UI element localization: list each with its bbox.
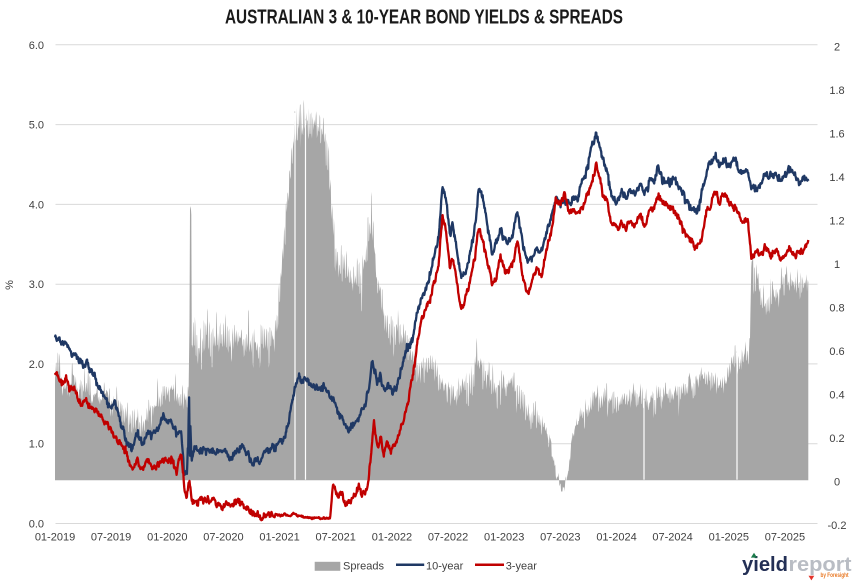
svg-text:07-2020: 07-2020 — [203, 532, 243, 544]
svg-text:1.0: 1.0 — [29, 439, 44, 451]
svg-text:2: 2 — [834, 42, 840, 54]
svg-text:0.0: 0.0 — [29, 519, 44, 531]
svg-text:0.2: 0.2 — [829, 433, 844, 445]
svg-text:1.2: 1.2 — [829, 216, 844, 228]
svg-text:%: % — [4, 280, 16, 290]
svg-text:0: 0 — [834, 477, 840, 489]
svg-text:yield: yield — [742, 553, 788, 576]
svg-text:01-2023: 01-2023 — [484, 532, 524, 544]
svg-text:07-2024: 07-2024 — [652, 532, 692, 544]
svg-text:07-2025: 07-2025 — [765, 532, 805, 544]
svg-text:Spreads: Spreads — [343, 560, 384, 572]
svg-text:3.0: 3.0 — [29, 279, 44, 291]
svg-text:0.8: 0.8 — [829, 303, 844, 315]
svg-text:01-2020: 01-2020 — [147, 532, 187, 544]
svg-text:3-year: 3-year — [506, 560, 538, 572]
svg-text:AUSTRALIAN 3 & 10-YEAR BOND YI: AUSTRALIAN 3 & 10-YEAR BOND YIELDS & SPR… — [225, 7, 623, 29]
svg-text:4.0: 4.0 — [29, 199, 44, 211]
svg-text:1.4: 1.4 — [829, 172, 844, 184]
svg-text:report: report — [789, 553, 852, 576]
svg-text:0.6: 0.6 — [829, 346, 844, 358]
svg-text:1.6: 1.6 — [829, 129, 844, 141]
svg-text:07-2023: 07-2023 — [540, 532, 580, 544]
svg-text:01-2021: 01-2021 — [259, 532, 299, 544]
svg-text:07-2021: 07-2021 — [316, 532, 356, 544]
svg-text:01-2019: 01-2019 — [35, 532, 75, 544]
svg-text:01-2022: 01-2022 — [372, 532, 412, 544]
svg-text:6.0: 6.0 — [29, 40, 44, 52]
svg-text:07-2022: 07-2022 — [428, 532, 468, 544]
svg-text:1: 1 — [834, 259, 840, 271]
svg-text:01-2024: 01-2024 — [596, 532, 636, 544]
svg-text:5.0: 5.0 — [29, 120, 44, 132]
svg-text:0.4: 0.4 — [829, 390, 844, 402]
svg-text:-0.2: -0.2 — [828, 520, 847, 532]
svg-text:10-year: 10-year — [426, 560, 464, 572]
svg-text:1.8: 1.8 — [829, 85, 844, 97]
svg-text:2.0: 2.0 — [29, 359, 44, 371]
svg-text:by Foresight: by Foresight — [821, 572, 849, 579]
svg-text:07-2019: 07-2019 — [91, 532, 131, 544]
svg-text:01-2025: 01-2025 — [709, 532, 749, 544]
